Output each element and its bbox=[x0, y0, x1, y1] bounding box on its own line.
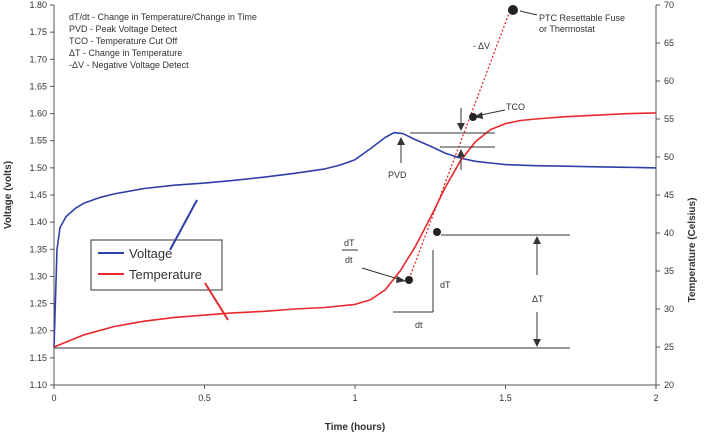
y2-tick-label: 55 bbox=[664, 114, 674, 124]
y-tick-label: 1.40 bbox=[29, 217, 47, 227]
y-tick-label: 1.70 bbox=[29, 54, 47, 64]
y-tick-label: 1.55 bbox=[29, 136, 47, 146]
definition-line: ΔT - Change in Temperature bbox=[69, 48, 182, 58]
y-tick-label: 1.15 bbox=[29, 353, 47, 363]
axis-ticks: 1.101.151.201.251.301.351.401.451.501.55… bbox=[29, 0, 674, 403]
legend-box bbox=[90, 239, 223, 291]
y-tick-label: 1.25 bbox=[29, 299, 47, 309]
definition-line: dT/dt - Change in Temperature/Change in … bbox=[69, 12, 257, 22]
y-tick-label: 1.45 bbox=[29, 190, 47, 200]
y2-tick-label: 25 bbox=[664, 342, 674, 352]
y-tick-label: 1.30 bbox=[29, 271, 47, 281]
tco-label: TCO bbox=[506, 102, 525, 112]
ptc-marker bbox=[508, 5, 518, 15]
legend-voltage-pointer bbox=[169, 199, 198, 251]
dtdt-marker bbox=[405, 276, 413, 284]
pvd-arrowhead bbox=[397, 137, 405, 145]
tco-marker bbox=[469, 113, 477, 121]
y2-tick-label: 40 bbox=[664, 228, 674, 238]
legend-temperature-label: Temperature bbox=[129, 267, 202, 282]
delta-t-arrowhead-up bbox=[533, 236, 541, 244]
ptc-pointer bbox=[519, 10, 538, 16]
y-axis-title: Voltage (volts) bbox=[3, 161, 14, 229]
delta-t-arrowhead-down bbox=[533, 339, 541, 347]
y2-tick-label: 35 bbox=[664, 266, 674, 276]
pvd-label: PVD bbox=[388, 170, 407, 180]
definition-line: -ΔV - Negative Voltage Detect bbox=[69, 60, 189, 70]
dt-vertical-label: dT bbox=[440, 280, 451, 290]
ptc-label-line1: PTC Resettable Fuse bbox=[539, 13, 625, 23]
delta-t-label: ΔT bbox=[532, 294, 544, 304]
y2-tick-label: 20 bbox=[664, 380, 674, 390]
y-tick-label: 1.50 bbox=[29, 163, 47, 173]
y-tick-label: 1.10 bbox=[29, 380, 47, 390]
legend: Voltage Temperature bbox=[90, 199, 229, 321]
neg-dv-arrowhead-bottom bbox=[457, 149, 465, 157]
y-tick-label: 1.65 bbox=[29, 81, 47, 91]
x-tick-label: 1 bbox=[352, 393, 357, 403]
y-tick-label: 1.75 bbox=[29, 27, 47, 37]
annotation-lines bbox=[54, 10, 570, 349]
x-tick-label: 0 bbox=[51, 393, 56, 403]
y-tick-label: 1.60 bbox=[29, 109, 47, 119]
y2-tick-label: 30 bbox=[664, 304, 674, 314]
legend-voltage-label: Voltage bbox=[129, 246, 172, 261]
definition-line: PVD - Peak Voltage Detect bbox=[69, 24, 178, 34]
y2-tick-label: 50 bbox=[664, 152, 674, 162]
annotation-labels: PTC Resettable Fuse or Thermostat - ΔV T… bbox=[342, 13, 625, 330]
annotation-markers bbox=[405, 5, 518, 284]
y2-tick-label: 60 bbox=[664, 76, 674, 86]
y2-tick-label: 70 bbox=[664, 0, 674, 10]
y2-axis-title: Temperature (Celsius) bbox=[687, 198, 698, 303]
dtdt-pointer-head bbox=[396, 276, 406, 283]
ptc-trajectory-line bbox=[408, 6, 513, 279]
legend-temperature-pointer bbox=[204, 282, 229, 321]
y-tick-label: 1.20 bbox=[29, 326, 47, 336]
delta-t-top-marker bbox=[433, 228, 441, 236]
definition-line: TCO - Temperature Cut Off bbox=[69, 36, 178, 46]
x-axis-title: Time (hours) bbox=[325, 422, 385, 433]
neg-dv-label: - ΔV bbox=[473, 41, 490, 51]
definitions-block: dT/dt - Change in Temperature/Change in … bbox=[69, 12, 257, 70]
dtdt-denominator: dt bbox=[345, 255, 353, 265]
y-tick-label: 1.35 bbox=[29, 244, 47, 254]
ptc-label-line2: or Thermostat bbox=[539, 24, 595, 34]
tco-arrowhead-top bbox=[457, 123, 465, 131]
x-tick-label: 1.5 bbox=[499, 393, 512, 403]
voltage-line bbox=[53, 131, 657, 348]
x-tick-label: 0.5 bbox=[198, 393, 211, 403]
y2-tick-label: 65 bbox=[664, 38, 674, 48]
plot-area bbox=[53, 6, 657, 348]
x-tick-label: 2 bbox=[653, 393, 658, 403]
temperature-line bbox=[53, 112, 657, 348]
y2-tick-label: 45 bbox=[664, 190, 674, 200]
dtdt-numerator: dT bbox=[344, 238, 355, 248]
dt-horizontal-label: dt bbox=[415, 320, 423, 330]
y-tick-label: 1.80 bbox=[29, 0, 47, 10]
